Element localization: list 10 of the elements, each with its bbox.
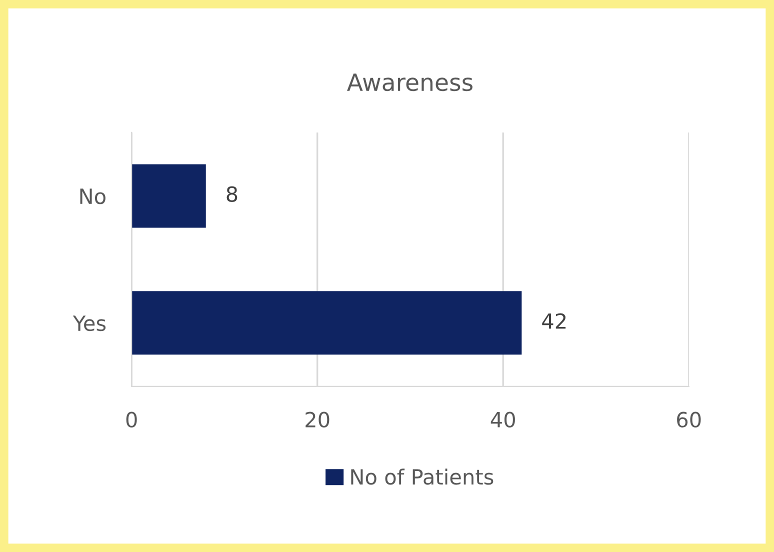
y-tick-label: No (80, 188, 106, 204)
x-tick-label: 0 (126, 412, 137, 428)
x-tick-label: 20 (306, 412, 330, 428)
x-tick-label: 40 (490, 412, 515, 428)
data-label: 42 (542, 313, 566, 329)
legend-label: No of Patients (351, 468, 494, 485)
y-tick-label: Yes (72, 316, 106, 332)
data-label: 8 (226, 186, 238, 202)
chart-title: Awareness (347, 74, 472, 92)
x-tick-label: 60 (677, 412, 701, 428)
